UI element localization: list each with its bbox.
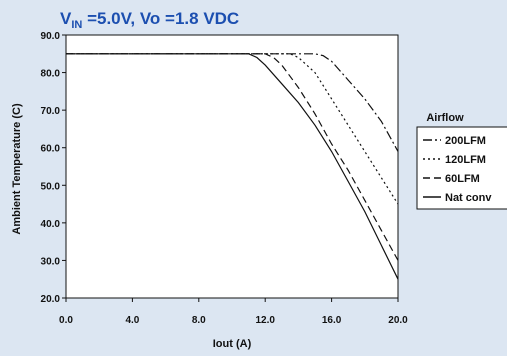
y-tick-label: 40.0 <box>41 219 61 230</box>
title-subscript: IN <box>71 19 82 31</box>
series-line-60lfm <box>66 53 399 261</box>
plot-background <box>65 34 399 299</box>
legend-label: 200LFM <box>445 135 486 147</box>
legend-label: Nat conv <box>445 192 492 204</box>
chart-title: VIN =5.0V, Vo =1.8 VDC <box>60 9 239 31</box>
y-tick-label: 80.0 <box>41 69 61 80</box>
y-axis-label: Ambient Temperature (C) <box>11 103 23 235</box>
x-tick-label: 4.0 <box>125 315 139 326</box>
series-line-nat-conv <box>66 53 399 280</box>
title-prefix: V <box>60 9 72 28</box>
y-tick-label: 50.0 <box>41 181 61 192</box>
y-tick-label: 60.0 <box>41 144 61 155</box>
series-line-200lfm <box>66 53 399 152</box>
legend-items: 200LFM 120LFM 60LFM Nat conv <box>423 135 492 204</box>
legend-label: 120LFM <box>445 154 486 166</box>
x-tick-label: 20.0 <box>388 315 408 326</box>
x-tick-label: 12.0 <box>255 315 275 326</box>
legend-label: 60LFM <box>445 173 480 185</box>
title-rest: =5.0V, Vo =1.8 VDC <box>82 9 239 28</box>
series-lines <box>66 53 399 280</box>
legend: Airflow 200LFM 120LFM 60LFM Nat conv <box>416 112 507 210</box>
y-tick-label: 20.0 <box>41 294 61 305</box>
x-tick-label: 16.0 <box>322 315 342 326</box>
y-tick-label: 70.0 <box>41 106 61 117</box>
legend-title: Airflow <box>426 112 464 124</box>
y-tick-label: 30.0 <box>41 256 61 267</box>
plot-area <box>65 34 399 299</box>
x-tick-label: 0.0 <box>59 315 73 326</box>
x-tick-label: 8.0 <box>192 315 206 326</box>
series-line-120lfm <box>66 53 399 205</box>
x-axis-label: Iout (A) <box>213 338 252 350</box>
axes: 20.0 30.0 40.0 50.0 60.0 70.0 80.0 90.0 0.0 4.0 8.… <box>41 31 409 326</box>
y-tick-label: 90.0 <box>41 31 61 42</box>
